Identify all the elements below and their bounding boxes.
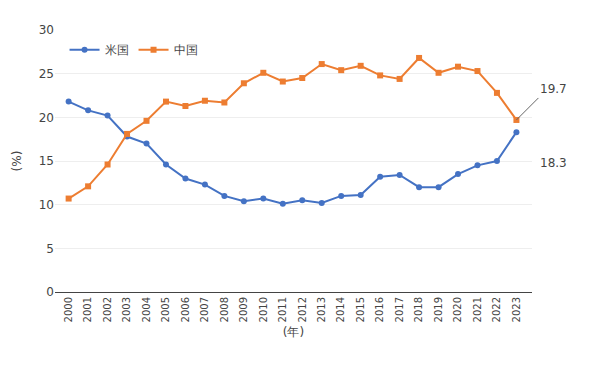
svg-text:2012: 2012 <box>297 297 308 322</box>
svg-text:25: 25 <box>39 67 54 81</box>
svg-text:2019: 2019 <box>433 297 444 322</box>
svg-text:(年): (年) <box>283 325 304 339</box>
svg-text:2007: 2007 <box>199 297 210 322</box>
svg-text:0: 0 <box>46 285 54 299</box>
svg-text:2001: 2001 <box>82 297 93 322</box>
svg-text:2009: 2009 <box>238 297 249 322</box>
svg-text:2013: 2013 <box>316 297 327 322</box>
svg-text:18.3: 18.3 <box>540 156 567 170</box>
svg-text:中国: 中国 <box>174 43 198 57</box>
svg-text:2002: 2002 <box>102 297 113 322</box>
svg-text:2015: 2015 <box>355 297 366 322</box>
svg-text:20: 20 <box>39 111 54 125</box>
svg-text:(%): (%) <box>10 151 24 172</box>
svg-text:2018: 2018 <box>413 297 424 322</box>
svg-text:2021: 2021 <box>472 297 483 322</box>
svg-text:2016: 2016 <box>374 297 385 322</box>
svg-text:30: 30 <box>39 23 54 37</box>
svg-text:2006: 2006 <box>180 297 191 322</box>
svg-text:2017: 2017 <box>394 297 405 322</box>
svg-text:2008: 2008 <box>219 297 230 322</box>
svg-text:2020: 2020 <box>452 297 463 322</box>
svg-text:19.7: 19.7 <box>540 82 567 96</box>
svg-text:2010: 2010 <box>258 297 269 322</box>
svg-text:2005: 2005 <box>160 297 171 322</box>
svg-text:2011: 2011 <box>277 297 288 322</box>
svg-text:2003: 2003 <box>121 297 132 322</box>
svg-text:2022: 2022 <box>491 297 502 322</box>
svg-text:米国: 米国 <box>105 43 129 57</box>
svg-text:2014: 2014 <box>335 297 346 322</box>
svg-text:15: 15 <box>39 154 54 168</box>
svg-text:2000: 2000 <box>63 297 74 322</box>
svg-text:10: 10 <box>39 198 54 212</box>
svg-text:2004: 2004 <box>141 297 152 322</box>
svg-text:5: 5 <box>46 242 54 256</box>
svg-text:2023: 2023 <box>511 297 522 322</box>
